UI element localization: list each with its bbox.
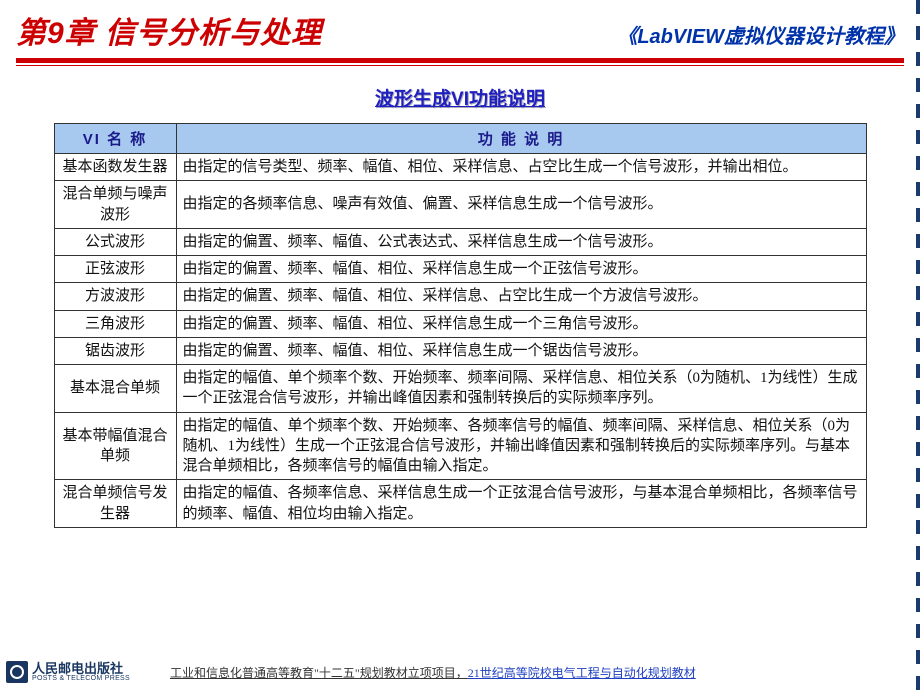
vi-name-cell: 正弦波形: [54, 256, 176, 283]
vi-name-cell: 公式波形: [54, 228, 176, 255]
vi-desc-cell: 由指定的偏置、频率、幅值、相位、采样信息生成一个锯齿信号波形。: [176, 337, 866, 364]
logo-icon: [6, 661, 28, 683]
table-row: 基本混合单频由指定的幅值、单个频率个数、开始频率、频率间隔、采样信息、相位关系（…: [54, 365, 866, 413]
vi-name-cell: 三角波形: [54, 310, 176, 337]
vi-desc-cell: 由指定的信号类型、频率、幅值、相位、采样信息、占空比生成一个信号波形，并输出相位…: [176, 154, 866, 181]
table-row: 正弦波形由指定的偏置、频率、幅值、相位、采样信息生成一个正弦信号波形。: [54, 256, 866, 283]
vi-name-cell: 基本带幅值混合单频: [54, 412, 176, 480]
header-bar: 第9章 信号分析与处理 《LabVIEW虚拟仪器设计教程》: [0, 0, 920, 52]
footer-bar: 人民邮电出版社 POSTS & TELECOM PRESS 工业和信息化普通高等…: [0, 654, 920, 690]
vi-name-cell: 混合单频与噪声波形: [54, 181, 176, 229]
table-row: 方波波形由指定的偏置、频率、幅值、相位、采样信息、占空比生成一个方波信号波形。: [54, 283, 866, 310]
col-header-desc: 功 能 说 明: [176, 124, 866, 154]
section-subtitle: 波形生成VI功能说明: [0, 84, 920, 111]
vi-desc-cell: 由指定的偏置、频率、幅值、公式表达式、采样信息生成一个信号波形。: [176, 228, 866, 255]
vi-name-cell: 方波波形: [54, 283, 176, 310]
divider-thick: [16, 58, 904, 63]
vi-name-cell: 基本函数发生器: [54, 154, 176, 181]
vi-desc-cell: 由指定的偏置、频率、幅值、相位、采样信息生成一个三角信号波形。: [176, 310, 866, 337]
footer-text-link[interactable]: 21世纪高等院校电气工程与自动化规划教材: [468, 664, 696, 681]
book-title: 《LabVIEW虚拟仪器设计教程》: [617, 20, 904, 49]
vi-desc-cell: 由指定的幅值、单个频率个数、开始频率、频率间隔、采样信息、相位关系（0为随机、1…: [176, 365, 866, 413]
vi-name-cell: 基本混合单频: [54, 365, 176, 413]
table-row: 公式波形由指定的偏置、频率、幅值、公式表达式、采样信息生成一个信号波形。: [54, 228, 866, 255]
vi-function-table: VI 名 称 功 能 说 明 基本函数发生器由指定的信号类型、频率、幅值、相位、…: [54, 123, 867, 528]
publisher-logo: 人民邮电出版社 POSTS & TELECOM PRESS: [6, 661, 130, 683]
table-row: 三角波形由指定的偏置、频率、幅值、相位、采样信息生成一个三角信号波形。: [54, 310, 866, 337]
table-row: 混合单频与噪声波形由指定的各频率信息、噪声有效值、偏置、采样信息生成一个信号波形…: [54, 181, 866, 229]
vi-desc-cell: 由指定的幅值、各频率信息、采样信息生成一个正弦混合信号波形，与基本混合单频相比，…: [176, 480, 866, 528]
vi-desc-cell: 由指定的偏置、频率、幅值、相位、采样信息生成一个正弦信号波形。: [176, 256, 866, 283]
table-row: 基本带幅值混合单频由指定的幅值、单个频率个数、开始频率、各频率信号的幅值、频率间…: [54, 412, 866, 480]
publisher-name-en: POSTS & TELECOM PRESS: [32, 675, 130, 682]
logo-text: 人民邮电出版社 POSTS & TELECOM PRESS: [32, 662, 130, 682]
vi-desc-cell: 由指定的偏置、频率、幅值、相位、采样信息、占空比生成一个方波信号波形。: [176, 283, 866, 310]
col-header-name: VI 名 称: [54, 124, 176, 154]
vi-name-cell: 锯齿波形: [54, 337, 176, 364]
table-row: 基本函数发生器由指定的信号类型、频率、幅值、相位、采样信息、占空比生成一个信号波…: [54, 154, 866, 181]
table-row: 锯齿波形由指定的偏置、频率、幅值、相位、采样信息生成一个锯齿信号波形。: [54, 337, 866, 364]
publisher-name-cn: 人民邮电出版社: [32, 662, 130, 675]
footer-text-1: 工业和信息化普通高等教育"十二五"规划教材立项项目，: [170, 664, 468, 681]
footer-text: 工业和信息化普通高等教育"十二五"规划教材立项项目， 21世纪高等院校电气工程与…: [170, 664, 696, 681]
side-stripe: [916, 0, 920, 690]
vi-desc-cell: 由指定的幅值、单个频率个数、开始频率、各频率信号的幅值、频率间隔、采样信息、相位…: [176, 412, 866, 480]
vi-name-cell: 混合单频信号发生器: [54, 480, 176, 528]
divider-thin: [16, 65, 904, 66]
chapter-title: 第9章 信号分析与处理: [16, 8, 322, 52]
table-head-row: VI 名 称 功 能 说 明: [54, 124, 866, 154]
vi-desc-cell: 由指定的各频率信息、噪声有效值、偏置、采样信息生成一个信号波形。: [176, 181, 866, 229]
table-row: 混合单频信号发生器由指定的幅值、各频率信息、采样信息生成一个正弦混合信号波形，与…: [54, 480, 866, 528]
